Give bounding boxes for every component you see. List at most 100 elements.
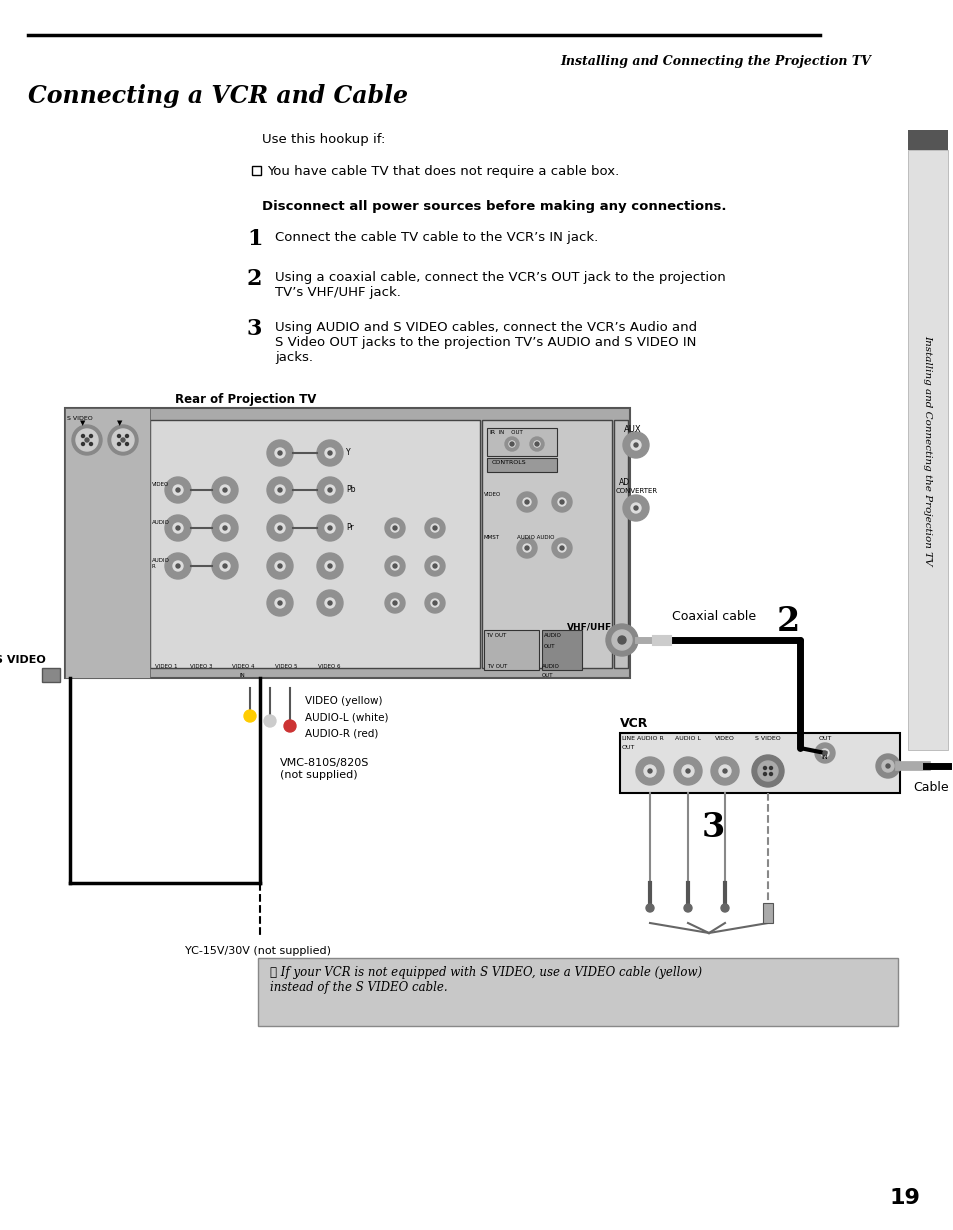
Circle shape xyxy=(223,565,227,568)
Bar xyxy=(481,419,612,668)
Circle shape xyxy=(274,448,285,458)
Circle shape xyxy=(634,506,638,510)
Circle shape xyxy=(328,526,332,530)
Text: 3: 3 xyxy=(701,811,724,844)
Text: 2: 2 xyxy=(776,605,800,638)
Circle shape xyxy=(316,515,343,541)
Circle shape xyxy=(552,538,572,558)
Text: IN: IN xyxy=(821,755,827,760)
Circle shape xyxy=(814,743,834,763)
Circle shape xyxy=(108,426,138,455)
Circle shape xyxy=(393,601,396,605)
Text: IN    OUT: IN OUT xyxy=(495,430,522,435)
Circle shape xyxy=(316,440,343,466)
Text: VHF/UHF: VHF/UHF xyxy=(566,622,612,631)
Circle shape xyxy=(267,440,293,466)
Circle shape xyxy=(433,601,436,605)
Circle shape xyxy=(643,765,656,777)
Circle shape xyxy=(175,526,180,530)
Text: CONVERTER: CONVERTER xyxy=(616,488,658,494)
Circle shape xyxy=(510,442,514,446)
Circle shape xyxy=(645,904,654,911)
Circle shape xyxy=(223,488,227,492)
Text: ∴ If your VCR is not equipped with S VIDEO, use a VIDEO cable (yellow)
instead o: ∴ If your VCR is not equipped with S VID… xyxy=(270,966,701,994)
Circle shape xyxy=(328,601,332,605)
Text: ▼: ▼ xyxy=(80,419,86,426)
Circle shape xyxy=(172,523,183,533)
Text: VIDEO 5: VIDEO 5 xyxy=(274,664,297,669)
Circle shape xyxy=(172,561,183,571)
Circle shape xyxy=(681,765,693,777)
Circle shape xyxy=(885,764,889,768)
Circle shape xyxy=(530,437,543,451)
Circle shape xyxy=(325,448,335,458)
Circle shape xyxy=(244,710,255,722)
Circle shape xyxy=(534,442,539,446)
Circle shape xyxy=(618,636,625,645)
Circle shape xyxy=(165,477,191,503)
Text: VCR: VCR xyxy=(619,717,648,729)
Circle shape xyxy=(267,590,293,616)
Circle shape xyxy=(509,442,515,446)
Circle shape xyxy=(769,772,772,775)
Circle shape xyxy=(558,544,565,552)
Circle shape xyxy=(522,544,531,552)
Text: TV OUT: TV OUT xyxy=(485,633,506,638)
Circle shape xyxy=(524,501,529,504)
Bar xyxy=(150,419,479,668)
Bar xyxy=(42,668,60,681)
Circle shape xyxy=(431,524,438,533)
Text: S VIDEO: S VIDEO xyxy=(67,416,92,421)
Circle shape xyxy=(117,443,120,445)
Circle shape xyxy=(220,485,230,494)
Text: MMST: MMST xyxy=(483,535,499,540)
Circle shape xyxy=(85,438,89,442)
Circle shape xyxy=(683,904,691,911)
Text: Installing and Connecting the Projection TV: Installing and Connecting the Projection… xyxy=(923,335,931,566)
Circle shape xyxy=(267,554,293,579)
Circle shape xyxy=(875,754,899,779)
Circle shape xyxy=(605,624,638,656)
Circle shape xyxy=(673,756,701,785)
Circle shape xyxy=(391,524,398,533)
Text: AUDIO: AUDIO xyxy=(541,664,559,669)
Circle shape xyxy=(220,523,230,533)
Text: Y: Y xyxy=(346,448,351,458)
Text: VIDEO: VIDEO xyxy=(483,492,500,497)
Circle shape xyxy=(882,760,893,772)
Text: IN: IN xyxy=(240,673,246,678)
Circle shape xyxy=(117,434,120,438)
Text: Using a coaxial cable, connect the VCR’s OUT jack to the projection
TV’s VHF/UHF: Using a coaxial cable, connect the VCR’s… xyxy=(274,271,725,299)
Text: AUDIO R: AUDIO R xyxy=(636,736,662,740)
Circle shape xyxy=(325,523,335,533)
Text: 1: 1 xyxy=(952,747,953,780)
Circle shape xyxy=(647,769,651,772)
Circle shape xyxy=(277,488,282,492)
Bar xyxy=(486,428,557,456)
Circle shape xyxy=(328,488,332,492)
Text: S VIDEO: S VIDEO xyxy=(0,656,46,665)
Circle shape xyxy=(559,546,563,550)
Text: 1: 1 xyxy=(247,228,262,250)
Bar xyxy=(65,408,150,678)
Circle shape xyxy=(274,485,285,494)
Text: IR: IR xyxy=(489,430,495,435)
Circle shape xyxy=(126,443,129,445)
Text: Using AUDIO and S VIDEO cables, connect the VCR’s Audio and
S Video OUT jacks to: Using AUDIO and S VIDEO cables, connect … xyxy=(274,321,697,364)
Circle shape xyxy=(710,756,739,785)
Bar xyxy=(65,408,629,678)
Text: VIDEO: VIDEO xyxy=(152,482,169,487)
Circle shape xyxy=(758,761,778,781)
Circle shape xyxy=(636,756,663,785)
Text: AUDIO-R (red): AUDIO-R (red) xyxy=(305,728,378,738)
Text: AUX: AUX xyxy=(623,426,641,434)
Text: OUT: OUT xyxy=(543,645,555,649)
Text: S VIDEO: S VIDEO xyxy=(755,736,781,740)
Circle shape xyxy=(393,565,396,568)
Text: AUDIO L: AUDIO L xyxy=(675,736,700,740)
Text: You have cable TV that does not require a cable box.: You have cable TV that does not require … xyxy=(267,165,618,178)
Circle shape xyxy=(433,526,436,530)
Circle shape xyxy=(634,443,638,446)
Circle shape xyxy=(90,443,92,445)
Circle shape xyxy=(274,598,285,608)
